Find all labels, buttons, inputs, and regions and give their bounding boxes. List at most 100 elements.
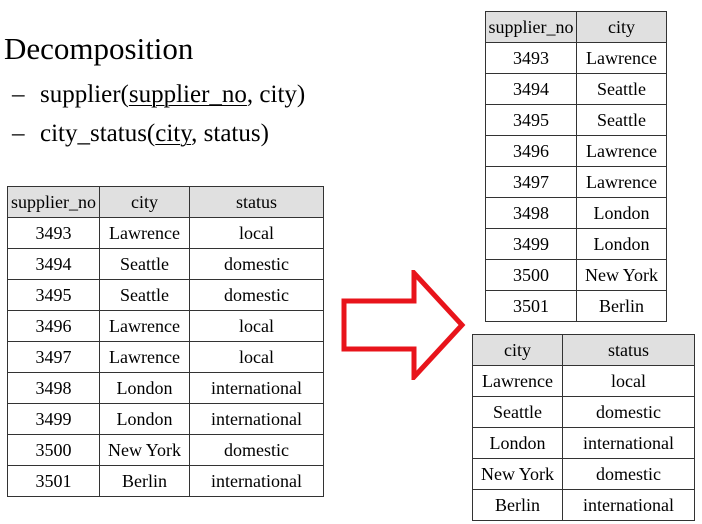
column-header: city — [99, 186, 190, 218]
table-cell: 3493 — [7, 217, 100, 249]
table-cell: domestic — [189, 248, 324, 280]
table-row: 3494 Seattle domestic — [7, 248, 324, 280]
table-cell: Lawrence — [576, 42, 667, 74]
table-cell: New York — [472, 458, 563, 490]
table-row: 3496 Lawrence — [485, 135, 667, 167]
table-cell: Lawrence — [472, 365, 563, 397]
bullet-city-status: – city_status(city, status) — [12, 118, 269, 150]
slide-title: Decomposition — [4, 31, 194, 66]
table-row: 3494 Seattle — [485, 73, 667, 105]
bullet-text-pre: city_status( — [40, 120, 156, 147]
table-cell: 3498 — [485, 197, 577, 229]
supplier-table: supplier_no city 3493 Lawrence 3494 Seattle 3… — [485, 11, 667, 322]
table-row: 3493 Lawrence local — [7, 217, 324, 249]
bullet-supplier: – supplier(supplier_no, city) — [12, 79, 305, 111]
table-row: 3499 London — [485, 228, 667, 260]
table-row: 3501 Berlin — [485, 290, 667, 322]
bullet-dash: – — [12, 81, 25, 108]
table-cell: Lawrence — [576, 166, 667, 198]
table-cell: Lawrence — [576, 135, 667, 167]
bullet-key: supplier_no — [128, 81, 247, 108]
table-cell: 3501 — [485, 290, 577, 322]
table-row: 3499 London international — [7, 403, 324, 435]
table-cell: London — [576, 197, 667, 229]
table-row: 3493 Lawrence — [485, 42, 667, 74]
table-cell: 3495 — [7, 279, 100, 311]
table-cell: Berlin — [99, 465, 190, 497]
table-row: Seattle domestic — [472, 396, 695, 428]
table-cell: international — [562, 489, 695, 521]
table-cell: New York — [99, 434, 190, 466]
table-cell: Lawrence — [99, 310, 190, 342]
table-row: 3495 Seattle — [485, 104, 667, 136]
table-cell: 3499 — [7, 403, 100, 435]
table-row: 3498 London — [485, 197, 667, 229]
table-cell: Seattle — [576, 104, 667, 136]
table-cell: 3501 — [7, 465, 100, 497]
table-cell: 3493 — [485, 42, 577, 74]
table-cell: domestic — [189, 279, 324, 311]
table-row: 3496 Lawrence local — [7, 310, 324, 342]
table-row: 3497 Lawrence local — [7, 341, 324, 373]
table-row: Berlin international — [472, 489, 695, 521]
table-row: London international — [472, 427, 695, 459]
table-row: 3500 New York domestic — [7, 434, 324, 466]
table-cell: Lawrence — [99, 341, 190, 373]
table-cell: international — [189, 465, 324, 497]
table-cell: international — [189, 372, 324, 404]
table-header-row: supplier_no city status — [7, 186, 324, 218]
table-cell: London — [99, 403, 190, 435]
table-cell: international — [562, 427, 695, 459]
table-row: Lawrence local — [472, 365, 695, 397]
table-row: 3497 Lawrence — [485, 166, 667, 198]
table-cell: 3500 — [7, 434, 100, 466]
right-arrow-icon — [341, 270, 466, 380]
table-row: 3501 Berlin international — [7, 465, 324, 497]
table-row: New York domestic — [472, 458, 695, 490]
table-header-row: supplier_no city — [485, 11, 667, 43]
bullet-text-pre: supplier( — [40, 81, 129, 108]
table-cell: London — [472, 427, 563, 459]
bullet-dash: – — [12, 120, 25, 147]
table-cell: local — [189, 310, 324, 342]
table-cell: 3497 — [7, 341, 100, 373]
table-cell: London — [99, 372, 190, 404]
table-cell: 3498 — [7, 372, 100, 404]
table-header-row: city status — [472, 334, 695, 366]
table-cell: Berlin — [472, 489, 563, 521]
table-cell: Berlin — [576, 290, 667, 322]
table-cell: local — [189, 217, 324, 249]
column-header: supplier_no — [485, 11, 577, 43]
table-cell: Seattle — [99, 279, 190, 311]
table-cell: domestic — [189, 434, 324, 466]
table-cell: 3494 — [7, 248, 100, 280]
column-header: status — [562, 334, 695, 366]
column-header: status — [189, 186, 324, 218]
table-cell: 3496 — [7, 310, 100, 342]
city-status-table: city status Lawrence local Seattle domestic L… — [472, 334, 695, 521]
table-cell: 3494 — [485, 73, 577, 105]
bullet-key: city — [155, 120, 192, 147]
table-cell: international — [189, 403, 324, 435]
column-header: supplier_no — [7, 186, 100, 218]
table-cell: Seattle — [99, 248, 190, 280]
table-cell: 3496 — [485, 135, 577, 167]
table-cell: local — [189, 341, 324, 373]
bullet-text-post: , city) — [246, 81, 306, 108]
table-cell: Seattle — [576, 73, 667, 105]
table-cell: 3499 — [485, 228, 577, 260]
table-row: 3500 New York — [485, 259, 667, 291]
original-relation-table: supplier_no city status 3493 Lawrence local 3… — [7, 186, 324, 497]
table-cell: Lawrence — [99, 217, 190, 249]
table-cell: 3495 — [485, 104, 577, 136]
table-cell: Seattle — [472, 396, 563, 428]
table-cell: local — [562, 365, 695, 397]
table-row: 3495 Seattle domestic — [7, 279, 324, 311]
table-cell: domestic — [562, 396, 695, 428]
column-header: city — [472, 334, 563, 366]
bullet-text-post: , status) — [191, 120, 269, 147]
table-cell: New York — [576, 259, 667, 291]
column-header: city — [576, 11, 667, 43]
table-cell: London — [576, 228, 667, 260]
table-row: 3498 London international — [7, 372, 324, 404]
